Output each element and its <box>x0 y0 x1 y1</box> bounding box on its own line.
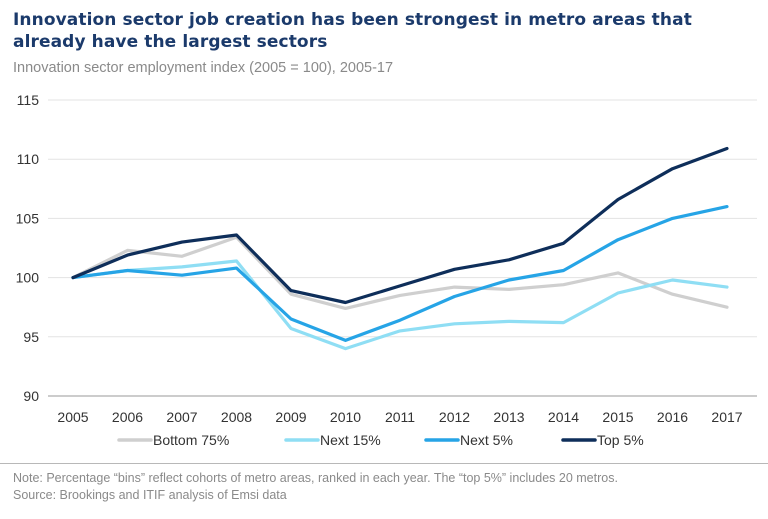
x-tick-label: 2005 <box>57 409 88 425</box>
note-divider <box>0 463 768 464</box>
x-tick-label: 2011 <box>385 409 415 425</box>
chart-note: Note: Percentage “bins” reflect cohorts … <box>13 470 618 504</box>
chart-subtitle: Innovation sector employment index (2005… <box>13 60 394 76</box>
x-tick-label: 2013 <box>493 409 524 425</box>
x-tick-label: 2007 <box>166 409 197 425</box>
y-tick-label: 110 <box>17 151 40 167</box>
series-line-next-5 <box>71 205 729 342</box>
x-tick-label: 2010 <box>330 409 361 425</box>
series-line-next-15 <box>71 259 729 351</box>
chart-title: Innovation sector job creation has been … <box>13 10 692 52</box>
series-line-bottom-75 <box>71 235 729 310</box>
x-tick-label: 2017 <box>711 409 742 425</box>
legend-label: Next 15% <box>320 432 381 448</box>
x-tick-label: 2016 <box>657 409 688 425</box>
x-tick-label: 2014 <box>548 409 579 425</box>
line-chart: 90 95 100 105 110 115 2005 2006 2007 2008 2009 201… <box>16 92 757 448</box>
legend-label: Top 5% <box>597 432 644 448</box>
note-text: Note: Percentage “bins” reflect cohorts … <box>13 471 618 485</box>
y-tick-label: 100 <box>16 270 40 286</box>
source-text: Source: Brookings and ITIF analysis of E… <box>13 488 287 502</box>
legend-label: Bottom 75% <box>153 432 229 448</box>
x-tick-label: 2008 <box>221 409 252 425</box>
y-tick-label: 95 <box>23 329 39 345</box>
x-tick-label: 2012 <box>439 409 470 425</box>
x-tick-label: 2009 <box>275 409 306 425</box>
x-tick-label: 2006 <box>112 409 143 425</box>
x-tick-label: 2015 <box>602 409 633 425</box>
y-tick-label: 115 <box>17 92 40 108</box>
y-tick-label: 90 <box>23 388 39 404</box>
series-line-top-5 <box>71 146 729 305</box>
y-tick-label: 105 <box>16 210 40 226</box>
legend-label: Next 5% <box>460 432 513 448</box>
